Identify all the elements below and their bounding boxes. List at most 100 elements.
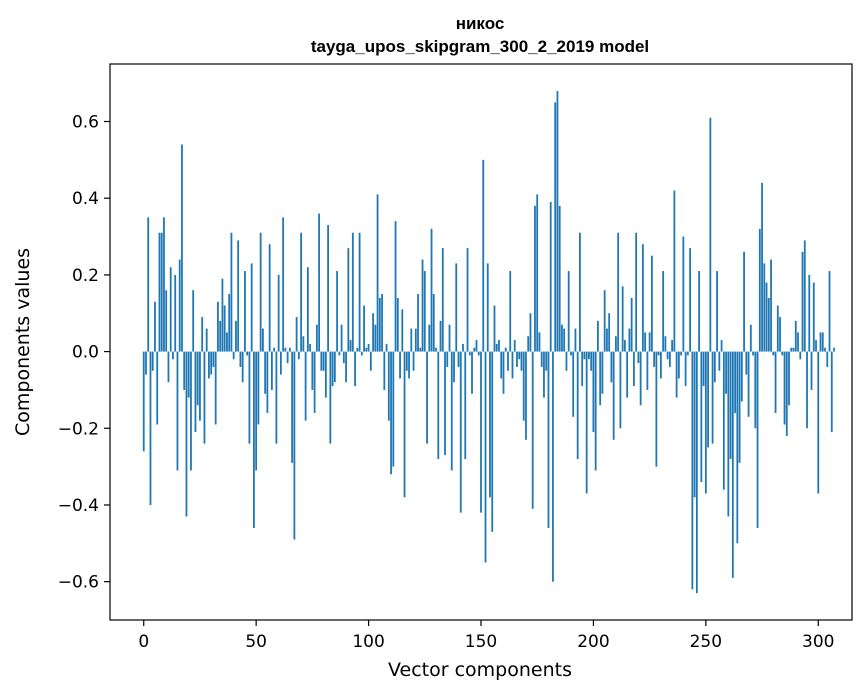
bar-224: [646, 351, 649, 390]
bar-21: [190, 351, 192, 471]
bar-289: [792, 347, 795, 352]
bar-82: [327, 225, 329, 352]
bar-137: [450, 351, 453, 471]
bar-series: [142, 90, 835, 594]
bar-276: [763, 263, 766, 352]
bar-95: [356, 347, 359, 352]
bar-43: [239, 351, 242, 367]
bar-278: [767, 297, 770, 352]
bar-63: [284, 347, 287, 352]
bar-178: [543, 351, 545, 398]
bar-92: [349, 340, 352, 352]
bar-55: [266, 351, 269, 413]
bar-277: [765, 282, 768, 352]
bar-187: [563, 328, 566, 352]
bar-109: [387, 351, 390, 421]
bar-140: [457, 351, 460, 367]
bar-130: [435, 347, 437, 352]
y-tick-label-1: −0.4: [58, 496, 99, 516]
bar-168: [520, 351, 523, 371]
bar-61: [279, 351, 282, 375]
bar-157: [495, 343, 498, 352]
bar-0: [142, 351, 145, 452]
bar-272: [754, 351, 757, 429]
x-tick-label-200: 200: [577, 632, 609, 652]
bar-174: [534, 205, 536, 352]
bar-73: [306, 267, 309, 352]
bar-112: [394, 221, 397, 352]
bar-98: [363, 305, 365, 352]
bar-138: [453, 351, 455, 383]
bar-238: [677, 351, 680, 379]
bar-231: [662, 271, 665, 352]
bar-209: [612, 351, 615, 440]
bar-4: [151, 351, 154, 371]
bar-271: [752, 351, 754, 356]
bar-179: [545, 351, 548, 371]
bar-302: [821, 332, 824, 352]
bar-97: [360, 351, 363, 356]
bar-86: [336, 271, 338, 352]
bar-212: [619, 351, 622, 429]
bar-285: [783, 351, 786, 425]
bar-128: [430, 228, 433, 352]
bar-50: [255, 351, 258, 471]
bar-260: [727, 351, 730, 517]
bar-5: [154, 301, 156, 352]
bar-207: [608, 313, 611, 352]
bar-297: [810, 351, 813, 390]
bar-11: [167, 351, 170, 383]
bar-287: [788, 351, 790, 406]
bar-198: [588, 351, 590, 360]
bar-223: [644, 332, 647, 352]
bar-71: [302, 336, 305, 352]
bar-202: [597, 320, 599, 352]
bar-143: [464, 351, 467, 459]
bar-52: [259, 232, 262, 352]
bar-170: [525, 351, 527, 440]
bar-64: [286, 351, 289, 364]
bar-9: [163, 217, 165, 352]
bar-37: [226, 332, 228, 352]
bar-110: [390, 351, 392, 475]
bar-47: [248, 351, 251, 444]
bar-274: [758, 228, 761, 352]
bar-51: [257, 351, 260, 425]
bar-299: [815, 340, 817, 352]
y-tick-label-6: 0.6: [72, 113, 99, 133]
bar-155: [491, 351, 494, 532]
bar-108: [385, 343, 388, 352]
bar-29: [208, 351, 210, 379]
bar-58: [273, 347, 276, 352]
bar-189: [567, 271, 570, 352]
bar-34: [219, 320, 222, 352]
bar-53: [262, 328, 264, 352]
bar-257: [720, 340, 723, 352]
bar-123: [419, 347, 422, 352]
x-axis-ticks: 0 50 100 150 200 250 300: [138, 620, 834, 652]
bar-307: [833, 347, 835, 352]
bar-153: [486, 263, 489, 352]
bar-146: [471, 351, 473, 394]
bar-81: [324, 351, 327, 398]
bar-173: [531, 351, 534, 509]
bar-102: [372, 313, 374, 352]
bar-94: [354, 351, 356, 387]
bar-306: [830, 351, 833, 433]
bar-27: [203, 351, 206, 444]
bar-300: [817, 351, 820, 494]
bar-106: [381, 294, 383, 352]
bar-84: [331, 351, 334, 387]
bar-204: [601, 351, 604, 394]
bar-89: [342, 351, 345, 364]
bar-229: [657, 351, 660, 356]
bar-288: [790, 347, 793, 352]
bar-250: [704, 351, 707, 494]
bar-234: [668, 351, 671, 367]
bar-267: [743, 251, 745, 352]
bar-201: [594, 351, 597, 471]
bar-167: [518, 351, 521, 360]
bar-133: [441, 248, 444, 352]
bar-154: [489, 351, 491, 498]
bar-270: [749, 324, 752, 352]
